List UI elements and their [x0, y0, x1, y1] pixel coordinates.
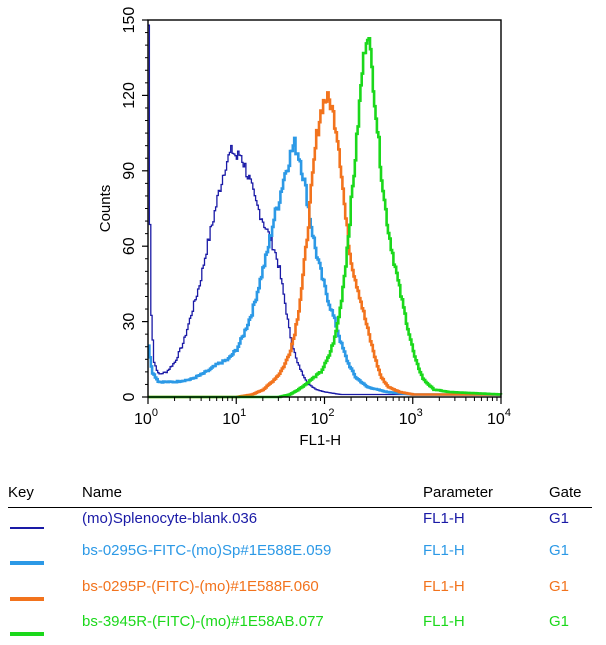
legend-row: bs-3945R-(FITC)-(mo)#1E58AB.077 FL1-H G1	[0, 613, 606, 643]
y-tick-label: 60	[121, 237, 138, 255]
x-tick-label: 100	[134, 407, 158, 428]
legend-table: Key Name Parameter Gate (mo)Splenocyte-b…	[0, 478, 606, 645]
legend-swatch	[10, 632, 44, 636]
legend-parameter: FL1-H	[423, 613, 465, 630]
plot-frame	[147, 19, 502, 398]
series-line-1	[148, 24, 501, 396]
legend-gate: G1	[549, 510, 570, 527]
legend-header-parameter: Parameter	[423, 484, 494, 501]
ticks-layer: 0 30 60 90 120 150 100 101 102 103 104	[121, 7, 511, 428]
legend-gate: G1	[549, 578, 570, 595]
series-line-2	[148, 136, 501, 396]
legend-gate: G1	[549, 613, 570, 630]
legend-swatch	[10, 561, 44, 565]
legend-header-rule	[8, 507, 592, 508]
legend-series-name: bs-3945R-(FITC)-(mo)#1E58AB.077	[82, 613, 324, 630]
x-tick-label: 104	[487, 407, 511, 428]
series-layer	[148, 24, 503, 399]
legend-parameter: FL1-H	[423, 578, 465, 595]
legend-header-name: Name	[82, 484, 123, 501]
legend-series-name: bs-0295G-FITC-(mo)Sp#1E588E.059	[82, 542, 332, 559]
x-tick-label: 103	[399, 407, 423, 428]
y-axis-title: Counts	[97, 185, 114, 233]
legend-header-gate: Gate	[549, 484, 582, 501]
y-tick-label: 0	[121, 392, 138, 401]
legend-row: bs-0295G-FITC-(mo)Sp#1E588E.059 FL1-H G1	[0, 542, 606, 572]
y-tick-label: 90	[121, 162, 138, 180]
x-tick-label: 101	[222, 407, 246, 428]
x-tick-label: 102	[311, 407, 335, 428]
histogram-chart: 0 30 60 90 120 150 100 101 102 103 104 Counts FL1-…	[97, 7, 511, 449]
legend-header-key: Key	[8, 484, 34, 501]
legend-row: (mo)Splenocyte-blank.036 FL1-H G1	[0, 510, 606, 540]
y-tick-label: 120	[121, 82, 138, 109]
y-tick-label: 30	[121, 313, 138, 331]
legend-swatch	[10, 527, 44, 529]
legend-row: bs-0295P-(FITC)-(mo)#1E588F.060 FL1-H G1	[0, 578, 606, 608]
legend-series-name: (mo)Splenocyte-blank.036	[82, 510, 258, 527]
y-tick-label: 150	[121, 7, 138, 34]
series-line-3	[148, 91, 501, 399]
legend-parameter: FL1-H	[423, 510, 465, 527]
x-axis-title: FL1-H	[299, 432, 341, 449]
legend-parameter: FL1-H	[423, 542, 465, 559]
legend-series-name: bs-0295P-(FITC)-(mo)#1E588F.060	[82, 578, 319, 595]
legend-gate: G1	[549, 542, 570, 559]
series-line-4	[148, 37, 503, 399]
legend-swatch	[10, 597, 44, 601]
